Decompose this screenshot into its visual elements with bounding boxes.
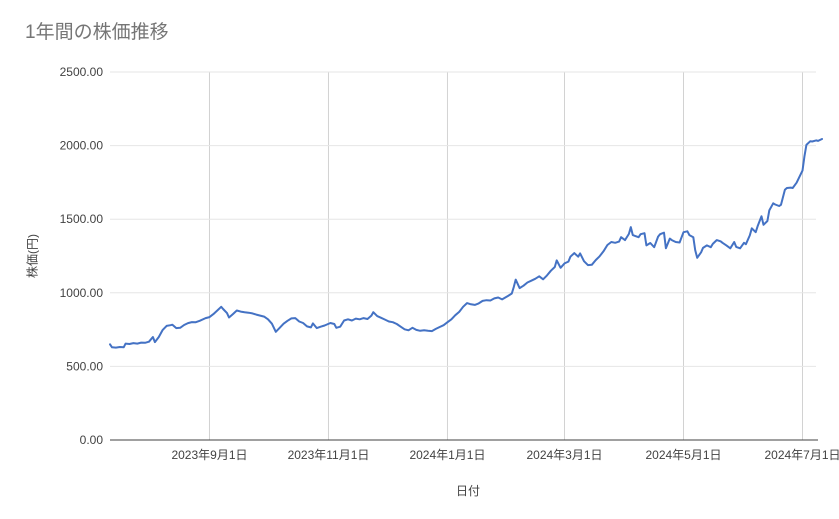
y-tick-label: 0.00	[80, 433, 104, 447]
y-tick-label: 2500.00	[60, 65, 104, 79]
x-tick-label: 2023年11月1日	[288, 448, 370, 462]
x-tick-label: 2023年9月1日	[171, 448, 247, 462]
series-line	[109, 138, 823, 349]
y-tick-label: 1000.00	[60, 286, 104, 300]
y-tick-label: 500.00	[66, 359, 103, 373]
y-tick-label: 2000.00	[60, 139, 104, 153]
chart-title: 1年間の株価推移	[25, 22, 169, 43]
x-tick-label: 2024年1月1日	[409, 448, 485, 462]
x-tick-label: 2024年3月1日	[526, 448, 602, 462]
x-tick-label: 2024年5月1日	[645, 448, 721, 462]
y-tick-label: 1500.00	[60, 212, 104, 226]
x-tick-label: 2024年7月1日	[764, 448, 839, 462]
x-axis-title: 日付	[455, 484, 480, 498]
